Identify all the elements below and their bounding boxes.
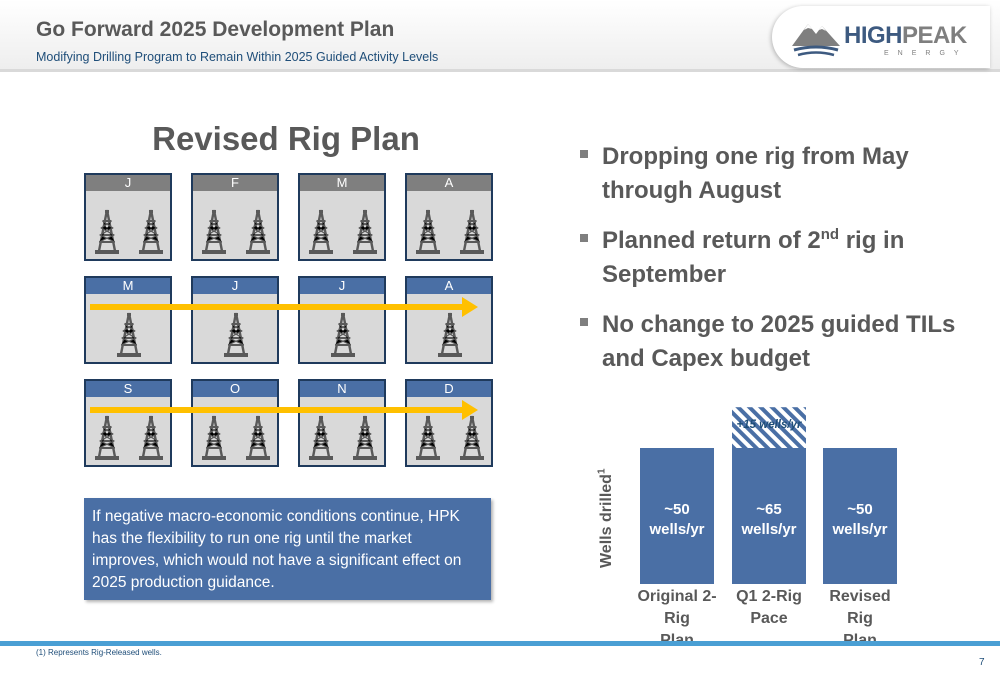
month-label: D bbox=[407, 381, 491, 397]
rig-plan-title: Revised Rig Plan bbox=[152, 120, 420, 157]
bar-value-label: ~50 wells/yr bbox=[832, 501, 888, 538]
increment-label: +15 wells/yr bbox=[736, 419, 802, 432]
drilling-rig-icon bbox=[330, 312, 356, 363]
drilling-rig-icon bbox=[415, 209, 441, 260]
bullet-dropping-rig: Dropping one rig from May through August bbox=[580, 140, 980, 208]
bar-value-label: ~50 wells/yr bbox=[649, 501, 705, 538]
drilling-rig-icon bbox=[352, 209, 378, 260]
x-category-label: Q1 2-Rig Pace bbox=[736, 588, 802, 627]
drilling-rig-icon bbox=[459, 415, 485, 466]
month-box: A bbox=[405, 173, 493, 261]
drilling-rig-icon bbox=[308, 209, 334, 260]
key-points-list: Dropping one rig from May through August… bbox=[580, 140, 980, 392]
flexibility-note: If negative macro-economic conditions co… bbox=[84, 498, 491, 600]
one-rig-arrow bbox=[90, 297, 478, 317]
month-label: O bbox=[193, 381, 277, 397]
footnote: (1) Represents Rig-Released wells. bbox=[36, 648, 162, 657]
drilling-rig-icon bbox=[308, 415, 334, 466]
bullet-no-change: No change to 2025 guided TILs and Capex … bbox=[580, 308, 980, 376]
bullet-marker bbox=[580, 234, 588, 242]
month-box: J bbox=[84, 173, 172, 261]
page-title: Go Forward 2025 Development Plan bbox=[36, 18, 395, 41]
drilling-rig-icon bbox=[223, 312, 249, 363]
header-bar: Go Forward 2025 Development Plan Modifyi… bbox=[0, 0, 1000, 72]
month-label: N bbox=[300, 381, 384, 397]
drilling-rig-icon bbox=[459, 209, 485, 260]
month-box: S bbox=[84, 379, 172, 467]
month-label: A bbox=[407, 175, 491, 191]
month-label: M bbox=[86, 278, 170, 294]
month-box: F bbox=[191, 173, 279, 261]
drilling-rig-icon bbox=[201, 415, 227, 466]
month-label: S bbox=[86, 381, 170, 397]
month-box: N bbox=[298, 379, 386, 467]
month-box: D bbox=[405, 379, 493, 467]
month-label: A bbox=[407, 278, 491, 294]
drilling-rig-icon bbox=[415, 415, 441, 466]
month-box: J bbox=[191, 276, 279, 364]
bullet-marker bbox=[580, 150, 588, 158]
month-box: M bbox=[84, 276, 172, 364]
logo-subtext: ENERGY bbox=[884, 50, 968, 57]
drilling-rig-icon bbox=[245, 415, 271, 466]
page-subtitle: Modifying Drilling Program to Remain Wit… bbox=[36, 50, 439, 64]
footer-bar bbox=[0, 641, 1000, 646]
chart-y-axis-label: Wells drilled1 bbox=[596, 468, 615, 568]
mountain-icon bbox=[792, 24, 840, 57]
company-logo: HIGHPEAK ENERGY bbox=[772, 6, 990, 68]
drilling-rig-icon bbox=[138, 209, 164, 260]
drilling-rig-icon bbox=[201, 209, 227, 260]
month-label: M bbox=[300, 175, 384, 191]
month-box: J bbox=[298, 276, 386, 364]
drilling-rig-icon bbox=[94, 415, 120, 466]
drilling-rig-icon bbox=[437, 312, 463, 363]
drilling-rig-icon bbox=[116, 312, 142, 363]
month-label: J bbox=[86, 175, 170, 191]
bullet-marker bbox=[580, 318, 588, 326]
month-box: A bbox=[405, 276, 493, 364]
drilling-rig-icon bbox=[245, 209, 271, 260]
drilling-rig-icon bbox=[138, 415, 164, 466]
drilling-rig-icon bbox=[352, 415, 378, 466]
two-rig-arrow bbox=[90, 400, 478, 420]
month-box: O bbox=[191, 379, 279, 467]
drilling-rig-icon bbox=[94, 209, 120, 260]
month-label: J bbox=[193, 278, 277, 294]
month-box: M bbox=[298, 173, 386, 261]
logo-wordmark: HIGHPEAK bbox=[844, 22, 967, 49]
bar-value-label: ~65 wells/yr bbox=[741, 501, 797, 538]
month-label: J bbox=[300, 278, 384, 294]
bullet-return-rig: Planned return of 2nd rig in September bbox=[580, 224, 980, 292]
month-label: F bbox=[193, 175, 277, 191]
page-number: 7 bbox=[979, 657, 985, 668]
